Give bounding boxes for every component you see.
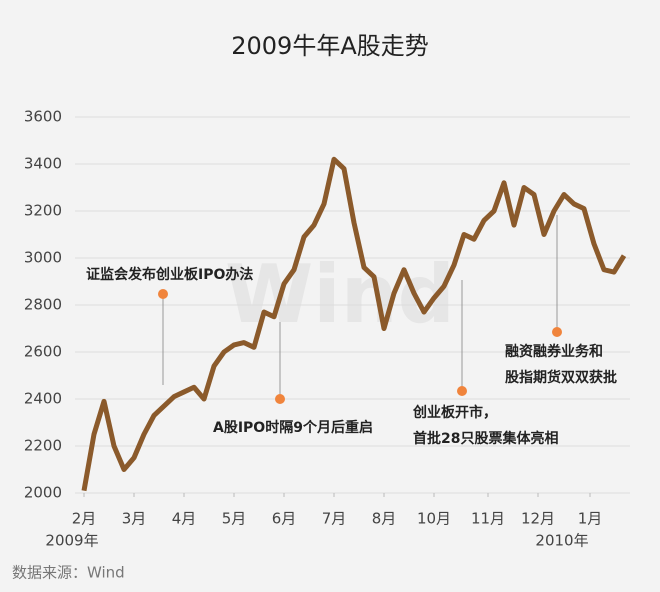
x-tick-label: 10月 [417,510,451,528]
x-tick-label: 6月 [272,510,297,528]
y-tick-label: 2200 [24,437,62,455]
chart-title: 2009牛年A股走势 [231,32,429,60]
x-tick-label: 11月 [471,510,505,528]
year-label: 2009年 [45,532,98,550]
x-tick-label: 5月 [222,510,247,528]
annotation-text: 融资融券业务和 [505,343,603,360]
y-tick-label: 3000 [24,249,62,267]
x-tick-label: 1月 [578,510,603,528]
y-tick-label: 2600 [24,343,62,361]
price-line [81,156,627,492]
annotation-text: 创业板开市， [412,404,497,421]
y-tick-label: 3600 [24,108,62,126]
source: 数据来源：Wind [12,564,125,582]
x-tick-label: 12月 [521,510,555,528]
y-tick-label: 2800 [24,296,62,314]
annotation-dot [552,327,562,337]
y-tick-label: 2000 [24,484,62,502]
x-tick-label: 7月 [322,510,347,528]
x-tick-label: 4月 [172,510,197,528]
annotation-dot [457,386,467,396]
annotation-text: 证监会发布创业板IPO办法 [86,266,253,283]
y-tick-label: 3200 [24,202,62,220]
annotation-dot [275,394,285,404]
annotation-text: 首批28只股票集体亮相 [413,430,558,447]
y-tick-label: 2400 [24,390,62,408]
annotation-text: 股指期货双双获批 [505,369,617,386]
annotation-dot [158,289,168,299]
x-tick-label: 2月 [72,510,97,528]
x-tick-label: 8月 [372,510,397,528]
annotation-text: A股IPO时隔9个月后重启 [213,419,373,436]
x-tick-label: 3月 [122,510,147,528]
y-tick-label: 3400 [24,155,62,173]
year-label: 2010年 [535,532,588,550]
